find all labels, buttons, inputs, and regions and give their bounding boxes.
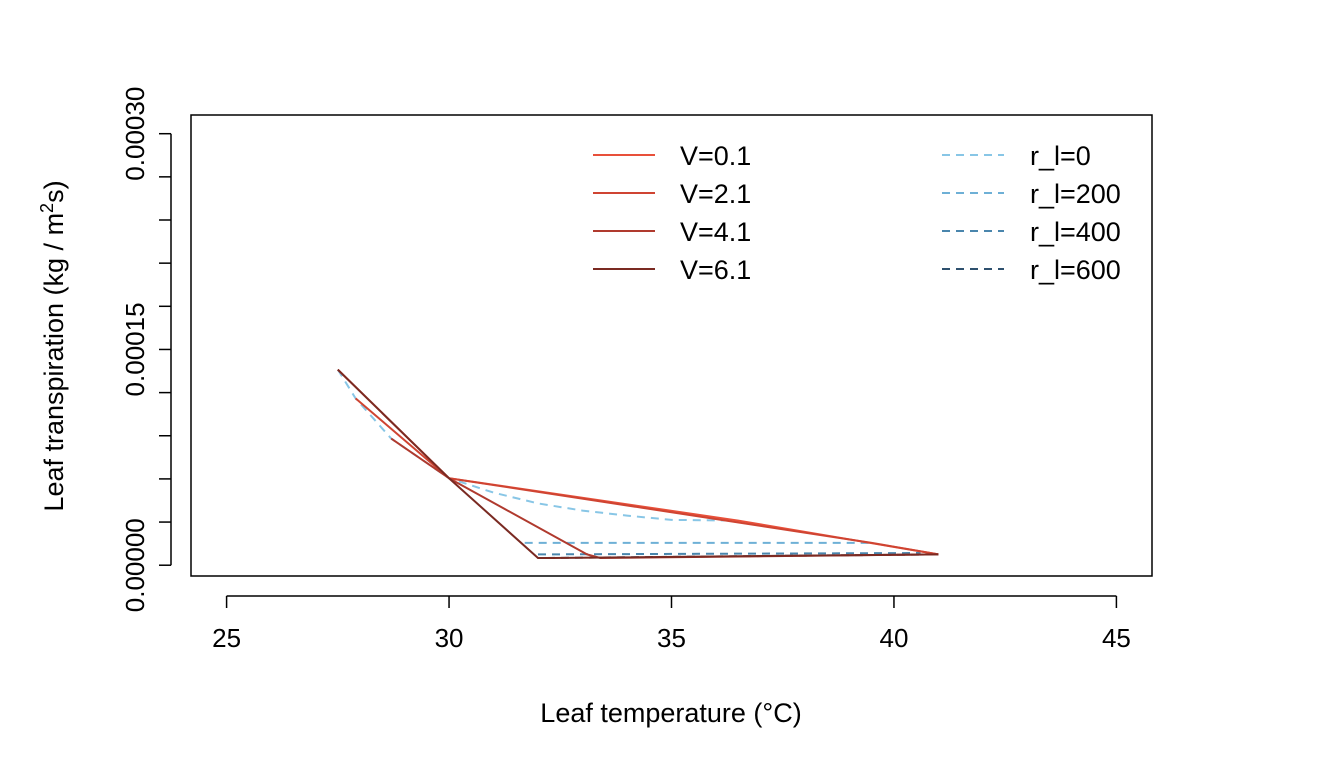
legend-label-wind: V=4.1 [680,217,751,247]
legend: V=0.1 V=2.1 V=4.1 V=6.1 r_l=0 r_l=200 r_l=400r… [593,141,1121,285]
series-line-V=0.1 [337,368,939,556]
y-axis: 0.00000 0.00015 0.00030 [120,87,172,612]
x-tick-label: 30 [435,623,464,653]
x-tick-label: 45 [1102,623,1131,653]
series-line-V=2.1 [354,397,939,556]
y-tick-label: 0.00030 [120,87,150,181]
legend-label-resistance: r_l=400 [1030,217,1121,247]
x-axis: 25 30 35 40 45 [212,595,1131,653]
y-tick-label: 0.00015 [120,302,150,396]
series-line-r_l=0 [336,369,739,522]
plot-frame [190,114,1153,577]
y-axis-label-main: Leaf transpiration (kg / m [39,213,69,512]
y-axis-label-sup: 2 [37,203,57,213]
legend-label-wind: V=0.1 [680,141,751,171]
y-axis-label-end: s) [39,180,69,203]
series-layer [336,368,939,559]
series-line-V=6.1 [337,368,939,559]
x-tick-label: 35 [657,623,686,653]
legend-label-resistance: r_l=0 [1030,141,1091,171]
y-axis-label: Leaf transpiration (kg / m2s) [37,180,69,511]
x-axis-label: Leaf temperature (°C) [540,698,801,728]
x-tick-label: 40 [879,623,908,653]
legend-label-resistance: r_l=200 [1030,179,1121,209]
x-tick-label: 25 [212,623,241,653]
legend-label-wind: V=2.1 [680,179,751,209]
series-line-r_l=400 [537,552,921,556]
legend-label-wind: V=6.1 [680,255,751,285]
legend-label-resistance: r_l=600 [1030,255,1121,285]
y-tick-label: 0.00000 [120,518,150,612]
